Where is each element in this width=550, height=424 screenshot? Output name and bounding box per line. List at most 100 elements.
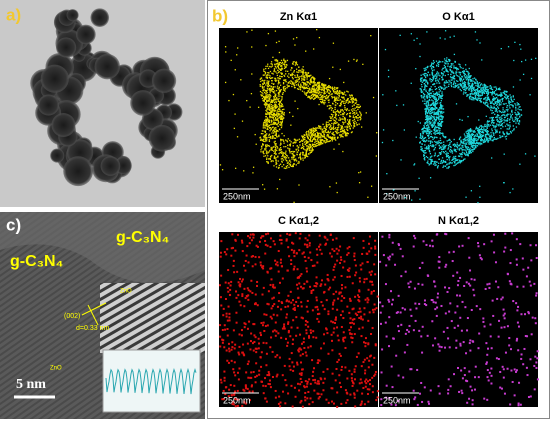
signal-dot (477, 95, 478, 96)
signal-dot (472, 86, 473, 87)
signal-dot (454, 54, 455, 55)
signal-dot (506, 133, 507, 134)
signal-dot (307, 149, 308, 150)
signal-dot (474, 138, 475, 139)
signal-dot (479, 186, 480, 187)
signal-dot (334, 100, 335, 101)
signal-dot (362, 387, 364, 389)
signal-dot (321, 140, 322, 141)
signal-dot (439, 96, 440, 97)
signal-dot (274, 138, 275, 139)
signal-dot (315, 130, 316, 131)
signal-dot (458, 64, 459, 65)
signal-dot (349, 276, 351, 278)
signal-dot (220, 379, 222, 381)
signal-dot (338, 100, 339, 101)
signal-dot (478, 133, 479, 134)
signal-dot (434, 128, 435, 129)
signal-dot (282, 94, 283, 95)
signal-dot (315, 146, 316, 147)
signal-dot (272, 138, 273, 139)
signal-dot (426, 118, 427, 119)
signal-dot (318, 92, 319, 93)
signal-dot (425, 90, 426, 91)
signal-dot (369, 355, 371, 357)
signal-dot (367, 401, 369, 403)
signal-dot (280, 117, 281, 118)
signal-dot (429, 146, 430, 147)
signal-dot (320, 378, 322, 380)
signal-dot (332, 308, 334, 310)
signal-dot (275, 95, 276, 96)
signal-dot (251, 93, 252, 94)
signal-dot (478, 119, 479, 120)
signal-dot (267, 80, 268, 81)
signal-dot (255, 336, 257, 338)
signal-dot (460, 162, 461, 163)
signal-dot (484, 124, 485, 125)
signal-dot (359, 280, 361, 282)
signal-dot (356, 356, 358, 358)
particle (67, 9, 79, 21)
signal-dot (428, 158, 429, 159)
signal-dot (314, 379, 316, 381)
signal-dot (487, 97, 488, 98)
signal-dot (243, 170, 244, 171)
signal-dot (329, 108, 330, 109)
signal-dot (341, 295, 343, 297)
signal-dot (436, 100, 437, 101)
signal-dot (285, 61, 286, 62)
signal-dot (300, 286, 302, 288)
signal-dot (267, 112, 268, 113)
signal-dot (439, 61, 440, 62)
signal-dot (273, 240, 275, 242)
signal-dot (273, 73, 274, 74)
signal-dot (507, 118, 508, 119)
signal-dot (443, 108, 444, 109)
signal-dot (464, 154, 465, 155)
signal-dot (278, 120, 279, 121)
signal-dot (346, 91, 347, 92)
signal-dot (325, 130, 326, 131)
signal-dot (346, 135, 347, 136)
signal-dot (447, 66, 448, 67)
particle (152, 69, 176, 93)
signal-dot (503, 112, 504, 113)
signal-dot (315, 140, 316, 141)
signal-dot (305, 157, 306, 158)
signal-dot (361, 365, 363, 367)
signal-dot (496, 129, 497, 130)
signal-dot (294, 44, 295, 45)
signal-dot (434, 118, 435, 119)
signal-dot (432, 144, 433, 145)
signal-dot (331, 129, 332, 130)
signal-dot (452, 152, 453, 153)
signal-dot (306, 131, 307, 132)
signal-dot (307, 82, 308, 83)
signal-dot (442, 133, 443, 134)
signal-dot (441, 91, 442, 92)
signal-dot (513, 128, 514, 129)
signal-dot (471, 97, 472, 98)
signal-dot (269, 114, 270, 115)
signal-dot (324, 126, 325, 127)
signal-dot (468, 152, 469, 153)
signal-dot (483, 140, 484, 141)
signal-dot (338, 119, 339, 120)
signal-dot (491, 157, 492, 158)
signal-dot (227, 287, 229, 289)
signal-dot (322, 97, 323, 98)
signal-dot (340, 69, 341, 70)
signal-dot (340, 99, 341, 100)
signal-dot (279, 235, 281, 237)
signal-dot (427, 74, 428, 75)
signal-dot (464, 139, 465, 140)
signal-dot (465, 147, 466, 148)
signal-dot (227, 328, 229, 330)
signal-dot (452, 162, 453, 163)
signal-dot (432, 108, 433, 109)
signal-dot (317, 90, 318, 91)
signal-dot (432, 100, 433, 101)
signal-dot (525, 59, 526, 60)
signal-dot (352, 106, 353, 107)
